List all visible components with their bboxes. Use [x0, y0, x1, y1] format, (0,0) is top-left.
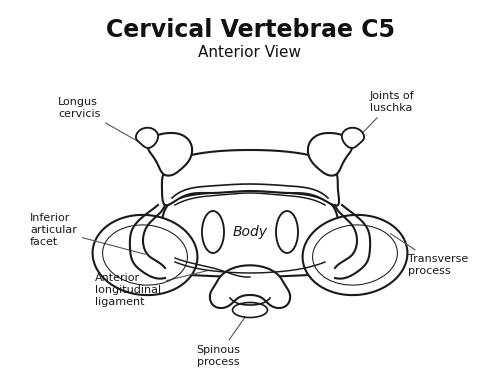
- Text: Longus
cervicis: Longus cervicis: [58, 97, 160, 154]
- Polygon shape: [160, 191, 338, 277]
- Text: Spinous
process: Spinous process: [196, 312, 248, 366]
- Polygon shape: [162, 150, 339, 206]
- Polygon shape: [308, 133, 352, 175]
- Text: Anterior
longitudinal
ligament: Anterior longitudinal ligament: [95, 271, 208, 307]
- Ellipse shape: [302, 215, 408, 295]
- Ellipse shape: [276, 211, 298, 253]
- Text: Transverse
process: Transverse process: [390, 233, 468, 276]
- Polygon shape: [342, 128, 364, 148]
- Polygon shape: [136, 128, 158, 148]
- Text: Body: Body: [232, 225, 268, 239]
- Polygon shape: [210, 265, 290, 308]
- Text: Joints of
luschka: Joints of luschka: [350, 91, 414, 146]
- Ellipse shape: [232, 303, 268, 317]
- Ellipse shape: [92, 215, 198, 295]
- Polygon shape: [148, 133, 192, 175]
- Ellipse shape: [202, 211, 224, 253]
- Text: Anterior View: Anterior View: [198, 45, 302, 60]
- Text: Cervical Vertebrae C5: Cervical Vertebrae C5: [106, 18, 395, 42]
- Text: Inferior
articular
facet: Inferior articular facet: [30, 214, 146, 254]
